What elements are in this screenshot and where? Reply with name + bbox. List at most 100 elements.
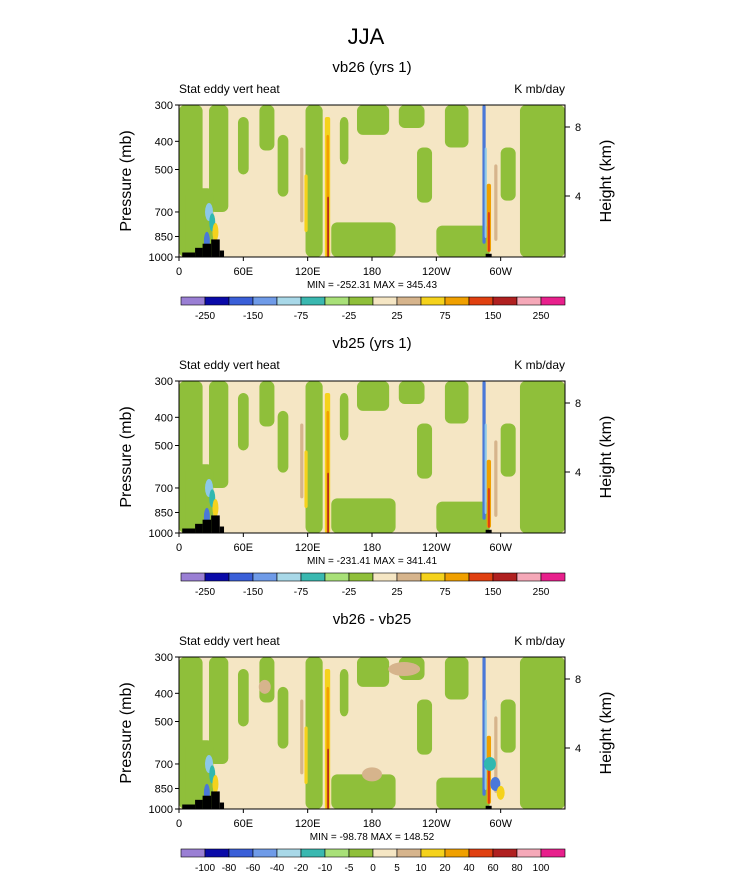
right-tick-label: 8: [575, 398, 581, 410]
x-tick-label: 60W: [489, 542, 512, 554]
colorbar-swatch: [372, 296, 398, 306]
colorbar-swatch: [516, 848, 542, 858]
topography: [195, 523, 203, 533]
right-axis-title: Height (km): [598, 140, 615, 223]
field-feature: [496, 785, 505, 800]
colorbar-swatch: [540, 296, 566, 306]
topography: [485, 253, 492, 257]
field-streak: [487, 763, 490, 804]
colorbar-swatch: [324, 848, 350, 858]
colorbar-label: -80: [222, 863, 237, 872]
topography: [182, 252, 196, 257]
colorbar-label: 150: [485, 587, 502, 598]
y-tick-label: 300: [155, 376, 173, 388]
right-axis-title: Height (km): [598, 692, 615, 775]
field-feature: [212, 498, 219, 517]
colorbar-swatch: [348, 572, 374, 582]
topography: [219, 802, 225, 809]
topography: [195, 799, 203, 809]
y-tick-label: 400: [155, 412, 173, 424]
x-tick-label: 60E: [234, 818, 254, 830]
colorbar-label: 10: [415, 863, 427, 872]
x-tick-label: 120E: [295, 542, 321, 554]
field-contour: [417, 147, 433, 203]
colorbar-swatch: [516, 572, 542, 582]
colorbar-swatch: [444, 848, 470, 858]
colorbar-label: -100: [195, 863, 215, 872]
field-streak: [484, 147, 487, 238]
topography: [485, 529, 492, 533]
y-tick-label: 1000: [149, 528, 173, 540]
colorbar-swatch: [396, 572, 422, 582]
panel-units-label: K mb/day: [514, 358, 565, 372]
colorbar-swatch: [276, 848, 302, 858]
colorbar-swatch: [252, 572, 278, 582]
field-contour: [398, 381, 425, 405]
field-streak: [300, 699, 304, 775]
field-contour: [500, 147, 516, 201]
field-contour: [356, 105, 390, 135]
panel-left-label: Stat eddy vert heat: [179, 634, 280, 648]
panel-3: vb26 - vb25 Stat eddy vert heat K mb/day 30…: [118, 611, 615, 872]
field-contour: [436, 777, 490, 809]
colorbar-label: -40: [270, 863, 285, 872]
x-tick-label: 180: [363, 818, 381, 830]
field-contour: [398, 105, 425, 129]
topography: [202, 519, 212, 533]
x-tick-label: 120W: [422, 818, 451, 830]
topography: [182, 528, 196, 533]
colorbar-label: 20: [439, 863, 451, 872]
colorbar-swatch: [396, 848, 422, 858]
field-contour: [417, 699, 433, 755]
topography: [182, 804, 196, 809]
y-tick-label: 1000: [149, 804, 173, 816]
field-feature: [258, 679, 271, 694]
y-axis-title: Pressure (mb): [118, 682, 135, 783]
field-contour: [237, 669, 249, 727]
y-tick-label: 850: [155, 231, 173, 243]
field-feature: [362, 767, 382, 782]
x-tick-label: 60W: [489, 818, 512, 830]
field-streak: [494, 164, 498, 241]
field-feature: [212, 774, 219, 793]
colorbar-label: -75: [294, 311, 309, 322]
colorbar-swatch: [516, 296, 542, 306]
colorbar-swatch: [204, 572, 230, 582]
colorbar-swatch: [180, 848, 206, 858]
topography: [202, 795, 212, 809]
field-contour: [417, 423, 433, 479]
right-tick-label: 8: [575, 122, 581, 134]
right-tick-label: 4: [575, 743, 581, 755]
colorbar-label: -250: [195, 311, 215, 322]
right-tick-label: 4: [575, 191, 581, 203]
heatmap-field: [179, 657, 565, 809]
colorbar-swatch: [396, 296, 422, 306]
field-contour: [277, 134, 289, 197]
field-contour: [237, 117, 249, 175]
field-streak: [487, 211, 490, 252]
field-contour: [436, 225, 490, 257]
colorbar-swatch: [468, 296, 494, 306]
y-tick-label: 700: [155, 759, 173, 771]
field-contour: [339, 117, 349, 165]
y-tick-label: 850: [155, 507, 173, 519]
colorbar-swatch: [204, 296, 230, 306]
colorbar-swatch: [420, 848, 446, 858]
panel-title: vb25 (yrs 1): [332, 335, 411, 352]
panel-units-label: K mb/day: [514, 634, 565, 648]
colorbar-swatch: [444, 572, 470, 582]
topography: [485, 805, 492, 809]
field-streak: [304, 174, 308, 232]
topography: [195, 247, 203, 257]
colorbar-label: 75: [439, 311, 451, 322]
y-tick-label: 300: [155, 652, 173, 664]
colorbar-swatch: [372, 572, 398, 582]
y-tick-label: 400: [155, 136, 173, 148]
field-streak: [304, 450, 308, 508]
colorbar-swatch: [228, 296, 254, 306]
panel-1: vb26 (yrs 1) Stat eddy vert heat K mb/day 3…: [118, 59, 615, 322]
y-axis-title: Pressure (mb): [118, 406, 135, 507]
x-tick-label: 120W: [422, 542, 451, 554]
field-contour: [259, 381, 275, 427]
